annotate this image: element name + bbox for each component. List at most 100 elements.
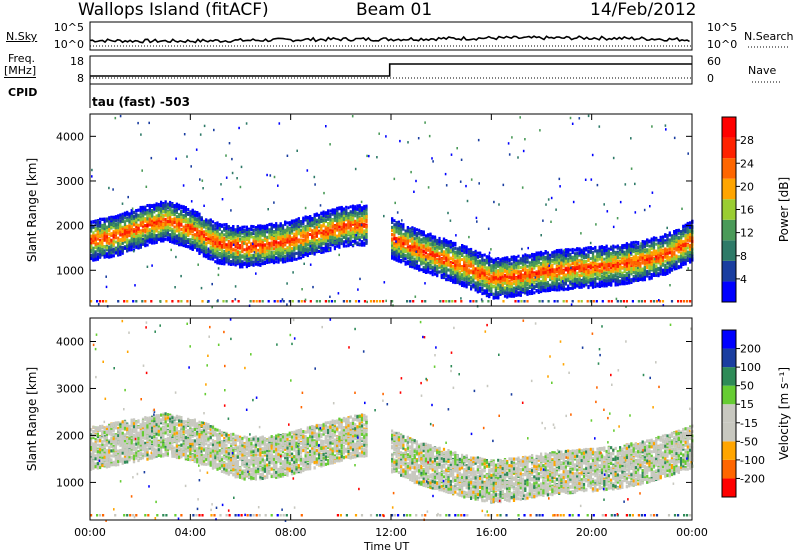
data-cell-power (216, 253, 219, 257)
data-cell-power (358, 207, 361, 211)
data-cell-power (413, 237, 416, 241)
data-cell-power (327, 212, 330, 215)
data-cell-power (141, 237, 145, 241)
data-cell-power (112, 254, 115, 258)
data-cell-power (275, 227, 278, 231)
data-cell-power (324, 211, 327, 215)
data-cell-power (342, 225, 345, 229)
data-cell-power (96, 224, 99, 228)
data-cell-power (178, 228, 181, 232)
data-cell-power (187, 227, 190, 231)
data-cell-power (171, 237, 174, 241)
data-cell-power (324, 238, 327, 242)
data-cell-power (288, 229, 291, 233)
data-cell-power (438, 243, 441, 247)
data-cell-power (336, 241, 339, 245)
data-cell-power (99, 228, 102, 232)
data-cell-power (257, 235, 260, 239)
data-cell-power (141, 233, 145, 237)
data-cell-power (333, 216, 336, 220)
data-cell-power (169, 223, 172, 227)
data-cell-power (286, 221, 289, 225)
data-cell-power (175, 205, 178, 209)
data-cell-power (90, 249, 93, 253)
data-cell-power (209, 242, 212, 246)
data-cell-power (117, 225, 120, 229)
data-cell-power (173, 238, 176, 242)
data-cell-power (211, 252, 215, 256)
data-cell-power (295, 231, 298, 235)
data-cell-power (413, 257, 416, 261)
data-cell-power (391, 229, 394, 232)
data-cell-power (114, 251, 117, 255)
data-cell-power (123, 238, 127, 242)
data-cell-power (333, 211, 336, 215)
data-cell-power (440, 240, 443, 244)
data-cell-power (153, 234, 156, 238)
data-cell-power (146, 219, 149, 223)
data-cell-power (409, 228, 412, 232)
data-cell-power (164, 222, 167, 226)
data-cell-power (187, 223, 190, 227)
data-cell-power (175, 215, 178, 219)
data-cell-power (169, 216, 172, 220)
data-cell-power (266, 261, 269, 264)
data-cell-power (322, 246, 325, 250)
data-cell-power (302, 220, 305, 223)
data-cell-power (135, 245, 138, 249)
data-cell-power (331, 210, 334, 214)
data-cell-power (209, 218, 212, 222)
data-cell-power (148, 214, 151, 218)
data-cell-power (218, 242, 221, 246)
data-cell-power (329, 247, 332, 251)
data-cell-power (132, 239, 136, 242)
data-cell-power (184, 206, 187, 210)
data-cell-power (114, 223, 117, 227)
data-cell-power (187, 244, 190, 248)
data-cell-power (293, 222, 296, 226)
data-cell-power (225, 238, 228, 242)
data-cell-power (306, 236, 309, 240)
data-cell-power (94, 233, 97, 237)
data-cell-power (327, 222, 330, 226)
data-cell-power (400, 236, 403, 240)
data-cell-power (148, 222, 151, 226)
data-cell-power (123, 240, 127, 244)
data-cell-power (290, 256, 294, 260)
data-cell-power (148, 228, 151, 232)
data-cell-power (207, 249, 210, 253)
data-cell-power (164, 209, 167, 213)
data-cell-power (216, 234, 219, 238)
data-cell-power (342, 214, 345, 218)
data-cell-power (318, 237, 321, 241)
data-cell-power (166, 233, 169, 237)
data-cell-power (105, 225, 108, 229)
data-cell-power (286, 258, 289, 262)
data-cell-power (196, 243, 199, 247)
data-cell-power (209, 231, 212, 235)
data-cell-power (130, 240, 133, 244)
data-cell-power (336, 212, 339, 216)
data-cell-power (318, 231, 321, 235)
data-cell-power (365, 211, 368, 215)
data-cell-power (440, 258, 443, 262)
data-cell-power (333, 218, 336, 222)
data-cell-power (360, 227, 364, 231)
data-cell-power (270, 260, 273, 264)
data-cell-power (397, 236, 400, 240)
data-cell-power (141, 242, 145, 246)
data-cell-power (299, 230, 303, 234)
data-cell-power (259, 247, 262, 251)
data-cell-power (433, 268, 437, 272)
data-cell-power (261, 254, 264, 258)
data-cell-power (234, 239, 237, 243)
data-cell-power (254, 247, 257, 251)
data-cell-power (227, 245, 230, 249)
data-cell-power (148, 231, 151, 235)
data-cell-power (420, 257, 423, 261)
data-cell-power (173, 209, 176, 213)
data-cell-power (241, 246, 244, 250)
data-cell-power (336, 244, 339, 248)
data-cell-power (103, 245, 106, 248)
data-cell-power (358, 235, 361, 239)
